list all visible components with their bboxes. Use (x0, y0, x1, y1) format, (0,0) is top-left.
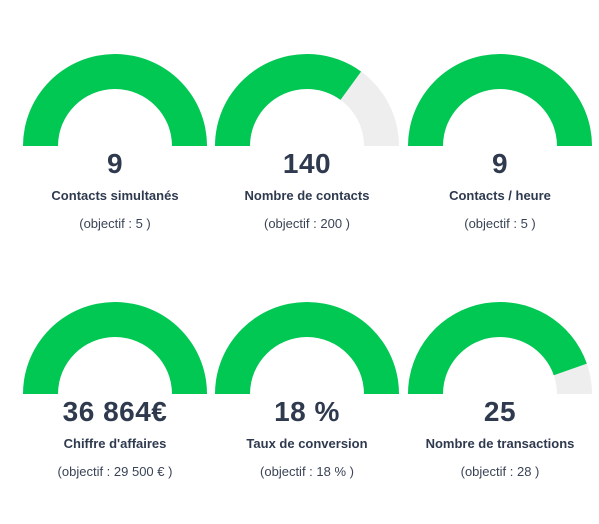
gauge-fill (23, 302, 207, 394)
kpi-label: Nombre de transactions (425, 436, 575, 451)
kpi-label: Contacts simultanés (51, 188, 179, 203)
gauge-fill (23, 54, 207, 146)
kpi-label: Nombre de contacts (244, 188, 370, 203)
kpi-value: 9 (106, 148, 124, 179)
kpi-target: (objectif : 18 % ) (260, 464, 354, 479)
kpi-target: (objectif : 5 ) (79, 216, 151, 231)
kpi-card-contact-count: 140 Nombre de contacts (objectif : 200 ) (214, 53, 400, 232)
gauge-fill (215, 53, 362, 146)
kpi-value: 140 (282, 148, 332, 179)
gauge (408, 54, 592, 146)
kpi-label: Chiffre d'affaires (63, 436, 167, 451)
kpi-target: (objectif : 29 500 € ) (57, 464, 173, 479)
kpi-value: 9 (491, 148, 509, 179)
kpi-label: Taux de conversion (246, 436, 368, 451)
kpi-card-transactions: 25 Nombre de transactions (objectif : 28… (407, 301, 593, 480)
kpi-label: Contacts / heure (449, 188, 551, 203)
kpi-target: (objectif : 200 ) (264, 216, 350, 231)
kpi-target: (objectif : 5 ) (464, 216, 536, 231)
gauge (215, 53, 399, 146)
kpi-value: 36 864€ (62, 396, 168, 427)
gauge-fill (408, 301, 587, 394)
gauge-fill (215, 302, 399, 394)
gauge (408, 301, 592, 394)
kpi-card-conversion-rate: 18 % Taux de conversion (objectif : 18 %… (214, 301, 400, 480)
gauge (23, 54, 207, 146)
kpi-value: 18 % (274, 396, 340, 427)
gauge (23, 302, 207, 394)
gauge (215, 302, 399, 394)
kpi-card-revenue: 36 864€ Chiffre d'affaires (objectif : 2… (22, 301, 208, 480)
kpi-card-contacts-per-hour: 9 Contacts / heure (objectif : 5 ) (407, 53, 593, 232)
gauge-fill (408, 54, 592, 146)
kpi-card-simultaneous-contacts: 9 Contacts simultanés (objectif : 5 ) (22, 53, 208, 232)
kpi-target: (objectif : 28 ) (460, 464, 540, 479)
kpi-value: 25 (483, 396, 517, 427)
